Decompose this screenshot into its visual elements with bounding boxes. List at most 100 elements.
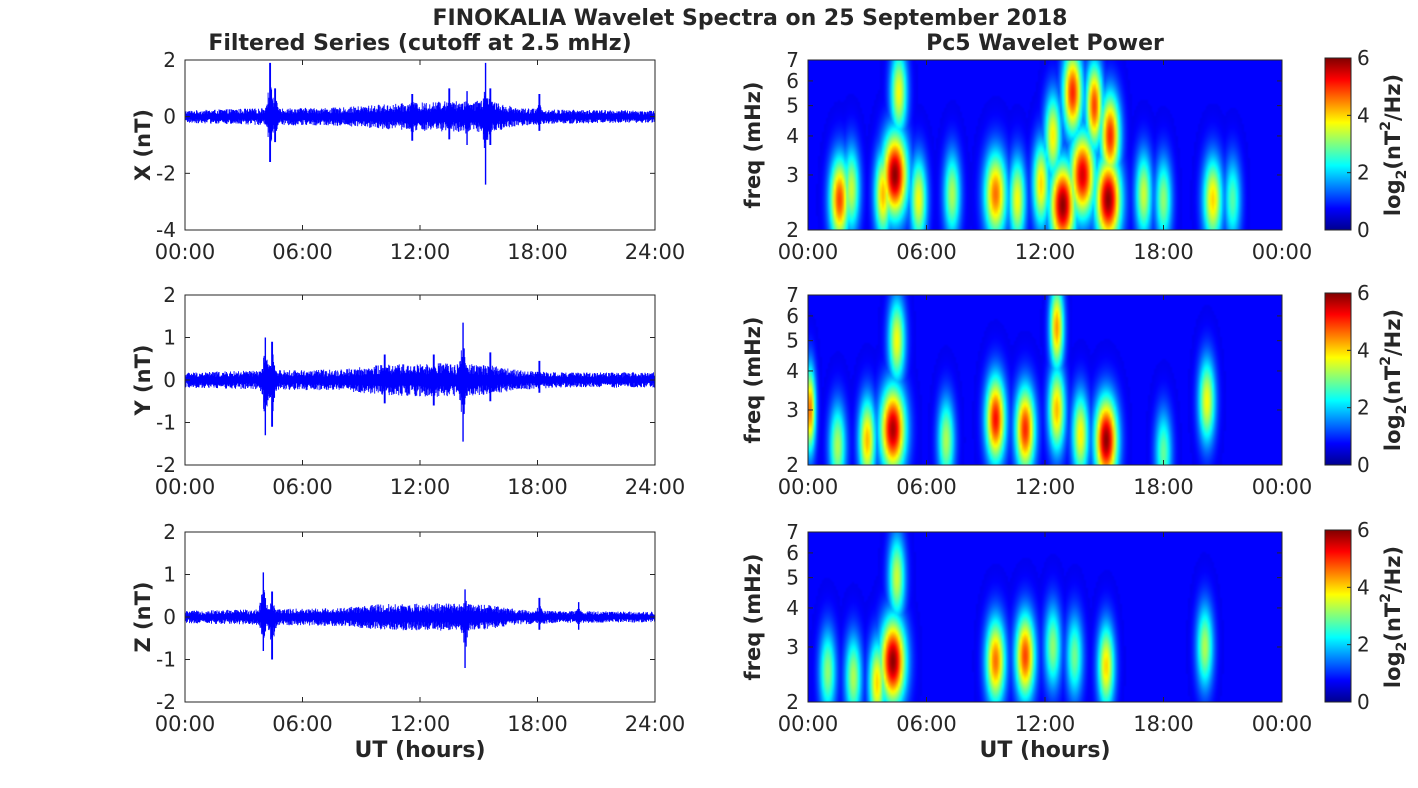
x-tick-label: 18:00 (507, 475, 568, 499)
x-tick-label: 06:00 (896, 240, 957, 264)
y-tick-label: 2 (163, 283, 176, 307)
colorbar-tick-label: 2 (1357, 633, 1370, 657)
wavelet-power-map-y (808, 295, 1282, 465)
timeseries-panel-z: 2 1 0 -1 -200:00 06:00 12:00 18:00 24:00 Z (nT) (131, 520, 685, 736)
x-tick-label: 24:00 (625, 240, 686, 264)
x-tick-label: 12:00 (390, 240, 451, 264)
colorbar-label-part: 2 (1378, 593, 1394, 603)
x-tick-label: 24:00 (625, 475, 686, 499)
colorbar-label-part: 2 (1378, 356, 1394, 366)
x-tick-label: 18:00 (507, 712, 568, 736)
colorbar-tick-label: 2 (1357, 396, 1370, 420)
x-tick-label: 06:00 (896, 475, 957, 499)
y-tick-label: -1 (156, 648, 176, 672)
x-tick-label: 18:00 (507, 240, 568, 264)
colorbar-label-part: /Hz) (1381, 74, 1405, 121)
right-column-title: Pc5 Wavelet Power (926, 31, 1164, 56)
colorbar-label-part: log (1381, 179, 1405, 216)
x-tick-label: 00:00 (1252, 240, 1313, 264)
x-tick-label: 06:00 (272, 240, 333, 264)
y-tick-label: 4 (786, 359, 799, 383)
y-tick-label: -4 (156, 218, 176, 242)
colorbar-tick-label: 4 (1357, 338, 1370, 362)
colorbar-tick-label: 0 (1357, 690, 1370, 714)
right-xlabel: UT (hours) (979, 738, 1110, 763)
left-column-title: Filtered Series (cutoff at 2.5 mHz) (208, 31, 631, 56)
y-tick-label: 5 (786, 94, 799, 118)
colorbar-label-part: 2 (1394, 405, 1410, 415)
x-tick-label: 00:00 (778, 475, 839, 499)
y-tick-label: 3 (786, 635, 799, 659)
y-tick-label: 2 (786, 218, 799, 242)
colorbar-gradient (1324, 57, 1352, 231)
x-tick-label: 06:00 (272, 712, 333, 736)
x-tick-label: 12:00 (390, 475, 451, 499)
y-tick-label: 1 (163, 326, 176, 350)
y-tick-label: 6 (786, 541, 799, 565)
x-tick-label: 00:00 (1252, 712, 1313, 736)
y-tick-label: 4 (786, 596, 799, 620)
y-tick-label: 2 (786, 690, 799, 714)
y-tick-label: 0 (163, 105, 176, 129)
colorbar-tick-label: 0 (1357, 453, 1370, 477)
colorbar-tick-label: 0 (1357, 218, 1370, 242)
x-tick-label: 12:00 (390, 712, 451, 736)
y-tick-label: 0 (163, 368, 176, 392)
colorbar-label-part: (nT (1381, 602, 1405, 642)
colorbar-label-part: /Hz) (1381, 546, 1405, 593)
colorbar-tick-label: 2 (1357, 161, 1370, 185)
wavelet-power-map-z (808, 532, 1282, 702)
colorbar-label-part: 2 (1378, 121, 1394, 131)
y-tick-label: 5 (786, 566, 799, 590)
y-axis-label: X (nT) (131, 109, 155, 181)
colorbar-tick-label: 4 (1357, 103, 1370, 127)
colorbar-gradient (1324, 529, 1352, 703)
x-tick-label: 00:00 (155, 240, 216, 264)
x-tick-label: 24:00 (625, 712, 686, 736)
x-tick-label: 00:00 (155, 475, 216, 499)
y-tick-label: -2 (156, 161, 176, 185)
y-tick-label: 6 (786, 304, 799, 328)
plot-area (185, 60, 655, 230)
y-tick-label: 2 (163, 48, 176, 72)
colorbar-tick-label: 6 (1357, 518, 1370, 542)
colorbar-label: log2(nT2/Hz) (1378, 546, 1410, 688)
x-tick-label: 06:00 (272, 475, 333, 499)
y-axis-label: Y (nT) (131, 345, 155, 417)
colorbar-gradient (1324, 292, 1352, 466)
colorbar-label: log2(nT2/Hz) (1378, 309, 1410, 451)
figure-title: FINOKALIA Wavelet Spectra on 25 Septembe… (433, 6, 1068, 31)
x-tick-label: 12:00 (1015, 712, 1076, 736)
timeseries-panel-y: 2 1 0 -1 -200:00 06:00 12:00 18:00 24:00 Y (nT) (131, 283, 685, 499)
y-tick-label: 5 (786, 329, 799, 353)
x-tick-label: 18:00 (1133, 712, 1194, 736)
x-tick-label: 00:00 (155, 712, 216, 736)
y-tick-label: 2 (163, 520, 176, 544)
colorbar-label: log2(nT2/Hz) (1378, 74, 1410, 216)
y-tick-label: 4 (786, 124, 799, 148)
x-tick-label: 12:00 (1015, 475, 1076, 499)
y-tick-label: 3 (786, 163, 799, 187)
wavelet-power-map-x (808, 60, 1282, 230)
colorbar-label-part: /Hz) (1381, 309, 1405, 356)
left-xlabel: UT (hours) (354, 738, 485, 763)
colorbar-label-part: (nT (1381, 365, 1405, 405)
colorbar-tick-label: 4 (1357, 575, 1370, 599)
colorbar-tick-label: 6 (1357, 46, 1370, 70)
colorbar-label-part: 2 (1394, 642, 1410, 652)
y-tick-label: 2 (786, 453, 799, 477)
colorbar-label-part: (nT (1381, 130, 1405, 170)
y-axis-label: freq (mHz) (741, 317, 765, 444)
timeseries-panel-x: 2 0 -2 -400:00 06:00 12:00 18:00 24:00 X (nT) (131, 48, 685, 264)
y-tick-label: 7 (786, 520, 799, 544)
x-tick-label: 06:00 (896, 712, 957, 736)
y-axis-label: freq (mHz) (741, 82, 765, 209)
y-tick-label: -2 (156, 453, 176, 477)
colorbar-tick-label: 6 (1357, 281, 1370, 305)
y-axis-label: Z (nT) (131, 581, 155, 652)
